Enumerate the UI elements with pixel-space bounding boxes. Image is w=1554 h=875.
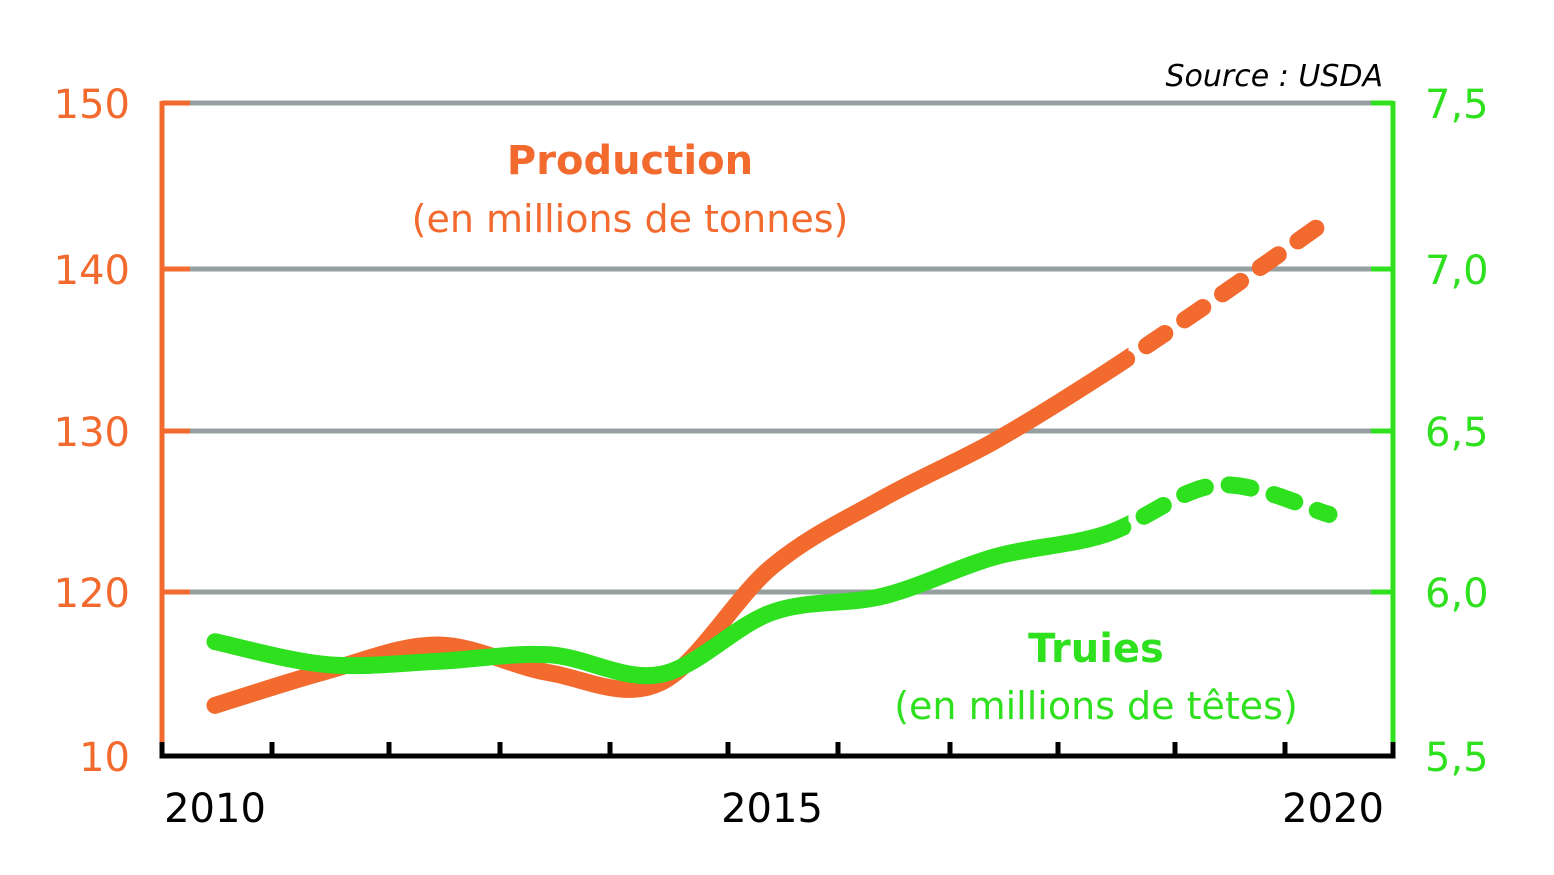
production-line [206, 347, 1129, 714]
left-tick-label: 130 [54, 410, 130, 456]
truies-subtitle: (en millions de têtes) [894, 684, 1298, 728]
truies-line [206, 515, 1129, 685]
right-tick-label: 7,5 [1425, 82, 1489, 128]
x-tick-label: 2015 [721, 786, 823, 832]
right-tick-label: 6,0 [1425, 571, 1489, 617]
x-axis [159, 742, 1396, 759]
truies-projection-line [1128, 476, 1338, 535]
production-projection-line [1128, 210, 1338, 368]
truies-title: Truies [1028, 626, 1164, 672]
x-tick-label: 2020 [1282, 786, 1384, 832]
production-subtitle: (en millions de tonnes) [412, 197, 849, 241]
production-title: Production [507, 138, 753, 184]
data-series [206, 210, 1338, 714]
axes [159, 100, 1396, 759]
annotations: Source : USDA 150 140 130 120 10 7,5 7,0… [54, 59, 1489, 832]
left-tick-label: 150 [54, 82, 130, 128]
right-tick-label: 7,0 [1425, 248, 1489, 294]
source-label: Source : USDA [1166, 59, 1384, 94]
gridlines [162, 100, 1393, 595]
right-tick-label: 6,5 [1425, 410, 1489, 456]
left-tick-label: 10 [79, 735, 130, 781]
right-tick-label: 5,5 [1425, 735, 1489, 781]
left-tick-label: 120 [54, 571, 130, 617]
left-tick-label: 140 [54, 248, 130, 294]
x-tick-label: 2010 [164, 786, 266, 832]
